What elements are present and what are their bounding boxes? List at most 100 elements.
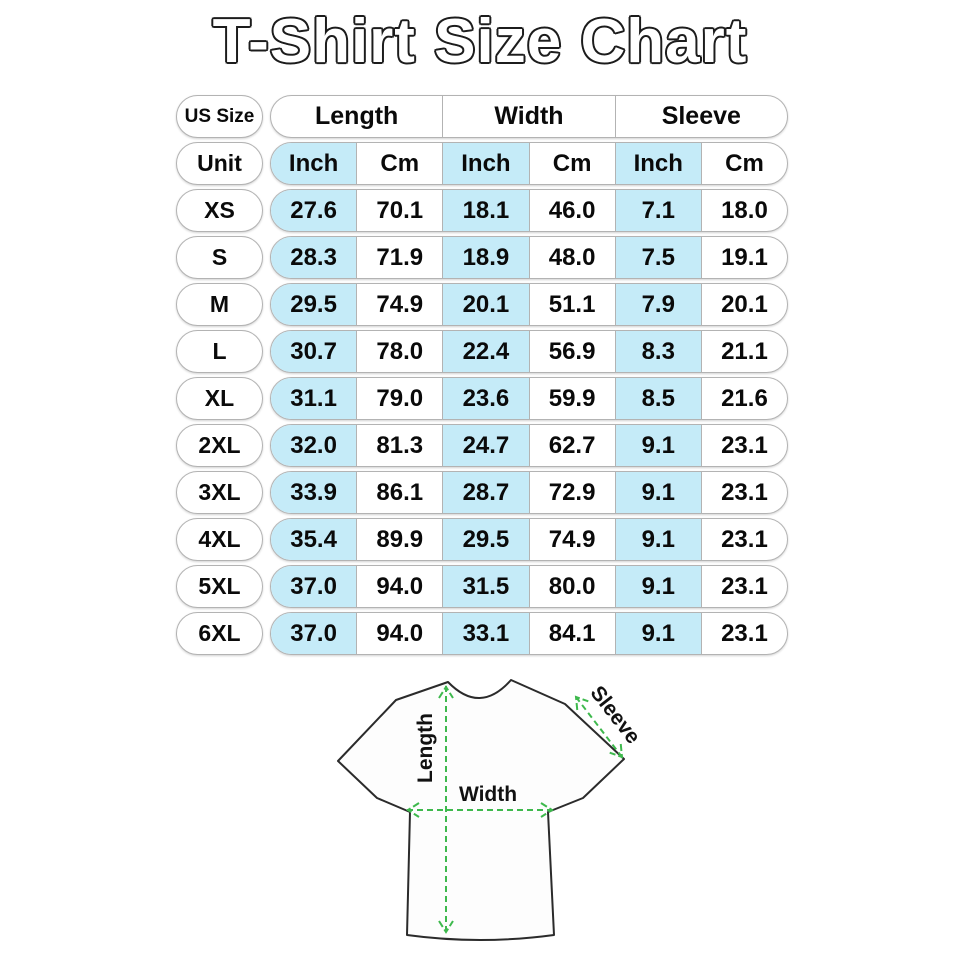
value-cell-width-inch: 18.9 bbox=[443, 237, 530, 278]
table-row: 2XL 32.0 81.3 24.7 62.7 9.1 23.1 bbox=[176, 424, 788, 467]
value-cell-sleeve-inch: 8.3 bbox=[615, 331, 702, 372]
value-cell-width-inch: 20.1 bbox=[443, 284, 530, 325]
value-cell-width-cm: 62.7 bbox=[530, 425, 616, 466]
unit-cell-inch: Inch bbox=[443, 143, 530, 184]
value-cell-length-inch: 37.0 bbox=[271, 613, 358, 654]
size-pill: 5XL bbox=[176, 565, 263, 608]
measurement-pill: 28.3 71.9 18.9 48.0 7.5 19.1 bbox=[270, 236, 788, 279]
value-cell-width-inch: 24.7 bbox=[443, 425, 530, 466]
value-cell-sleeve-inch: 9.1 bbox=[615, 425, 702, 466]
table-row: M 29.5 74.9 20.1 51.1 7.9 20.1 bbox=[176, 283, 788, 326]
value-cell-length-inch: 27.6 bbox=[271, 190, 358, 231]
unit-cell-inch: Inch bbox=[615, 143, 702, 184]
measurement-pill: 29.5 74.9 20.1 51.1 7.9 20.1 bbox=[270, 283, 788, 326]
value-cell-length-cm: 74.9 bbox=[357, 284, 444, 325]
value-cell-sleeve-cm: 21.6 bbox=[721, 384, 768, 412]
value-cell-sleeve-cm: 23.1 bbox=[721, 478, 768, 506]
size-pill: 2XL bbox=[176, 424, 263, 467]
value-cell-sleeve-cm: 21.1 bbox=[721, 337, 768, 365]
value-cell-length-cm: 94.0 bbox=[357, 566, 444, 607]
group-cell-length: Length bbox=[271, 96, 444, 137]
table-row: 3XL 33.9 86.1 28.7 72.9 9.1 23.1 bbox=[176, 471, 788, 514]
size-table-rows: XS 27.6 70.1 18.1 46.0 7.1 18.0 S 28.3 7… bbox=[176, 189, 788, 655]
value-cell-sleeve-cm: 23.1 bbox=[721, 572, 768, 600]
size-pill: S bbox=[176, 236, 263, 279]
value-cell-width-cm: 59.9 bbox=[530, 378, 616, 419]
group-header-row: US Size Length Width Sleeve bbox=[176, 95, 788, 138]
value-cell-width-cm: 72.9 bbox=[530, 472, 616, 513]
value-cell-length-inch: 32.0 bbox=[271, 425, 358, 466]
measurement-pill: 31.1 79.0 23.6 59.9 8.5 21.6 bbox=[270, 377, 788, 420]
table-row: 6XL 37.0 94.0 33.1 84.1 9.1 23.1 bbox=[176, 612, 788, 655]
value-cell-sleeve-inch: 9.1 bbox=[615, 566, 702, 607]
unit-cell-cm: Cm bbox=[530, 143, 616, 184]
width-arrow bbox=[406, 802, 554, 818]
size-chart-table: US Size Length Width Sleeve Unit Inch Cm… bbox=[176, 95, 788, 659]
measurement-pill: 30.7 78.0 22.4 56.9 8.3 21.1 bbox=[270, 330, 788, 373]
value-cell-sleeve-cm: 19.1 bbox=[721, 243, 768, 271]
unit-cell-inch: Inch bbox=[271, 143, 358, 184]
size-pill: L bbox=[176, 330, 263, 373]
value-cell-width-inch: 22.4 bbox=[443, 331, 530, 372]
length-arrow bbox=[438, 685, 454, 934]
unit-header-row: Unit Inch Cm Inch Cm Inch Cm bbox=[176, 142, 788, 185]
value-cell-length-inch: 28.3 bbox=[271, 237, 358, 278]
measurement-pill: 33.9 86.1 28.7 72.9 9.1 23.1 bbox=[270, 471, 788, 514]
table-row: XL 31.1 79.0 23.6 59.9 8.5 21.6 bbox=[176, 377, 788, 420]
value-cell-width-cm: 74.9 bbox=[530, 519, 616, 560]
value-cell-length-cm: 79.0 bbox=[357, 378, 444, 419]
corner-cell-us-size: US Size bbox=[176, 95, 263, 138]
value-cell-width-cm: 84.1 bbox=[530, 613, 616, 654]
value-cell-width-inch: 23.6 bbox=[443, 378, 530, 419]
size-pill: 3XL bbox=[176, 471, 263, 514]
size-pill: M bbox=[176, 283, 263, 326]
page-title: T-Shirt Size Chart bbox=[211, 6, 748, 78]
value-cell-width-cm: 51.1 bbox=[530, 284, 616, 325]
measurement-pill: 32.0 81.3 24.7 62.7 9.1 23.1 bbox=[270, 424, 788, 467]
group-cell-sleeve: Sleeve bbox=[661, 102, 741, 130]
value-cell-length-inch: 35.4 bbox=[271, 519, 358, 560]
value-cell-width-cm: 56.9 bbox=[530, 331, 616, 372]
unit-label-cell: Unit bbox=[176, 142, 263, 185]
value-cell-length-cm: 89.9 bbox=[357, 519, 444, 560]
value-cell-sleeve-cm: 23.1 bbox=[721, 619, 768, 647]
value-cell-width-inch: 33.1 bbox=[443, 613, 530, 654]
group-header-pill: Length Width Sleeve bbox=[270, 95, 788, 138]
value-cell-length-cm: 70.1 bbox=[357, 190, 444, 231]
value-cell-sleeve-cm: 23.1 bbox=[721, 525, 768, 553]
table-row: S 28.3 71.9 18.9 48.0 7.5 19.1 bbox=[176, 236, 788, 279]
tshirt-measurement-diagram: Length Width Sleeve bbox=[337, 679, 640, 941]
value-cell-width-cm: 48.0 bbox=[530, 237, 616, 278]
value-cell-length-inch: 37.0 bbox=[271, 566, 358, 607]
value-cell-width-cm: 46.0 bbox=[530, 190, 616, 231]
value-cell-sleeve-inch: 7.9 bbox=[615, 284, 702, 325]
value-cell-width-cm: 80.0 bbox=[530, 566, 616, 607]
value-cell-sleeve-inch: 9.1 bbox=[615, 519, 702, 560]
group-cell-width: Width bbox=[443, 96, 616, 137]
measurement-pill: 27.6 70.1 18.1 46.0 7.1 18.0 bbox=[270, 189, 788, 232]
table-row: 5XL 37.0 94.0 31.5 80.0 9.1 23.1 bbox=[176, 565, 788, 608]
value-cell-length-cm: 94.0 bbox=[357, 613, 444, 654]
value-cell-length-inch: 31.1 bbox=[271, 378, 358, 419]
value-cell-length-cm: 81.3 bbox=[357, 425, 444, 466]
measurement-pill: 37.0 94.0 31.5 80.0 9.1 23.1 bbox=[270, 565, 788, 608]
value-cell-length-inch: 33.9 bbox=[271, 472, 358, 513]
value-cell-width-inch: 31.5 bbox=[443, 566, 530, 607]
value-cell-sleeve-inch: 9.1 bbox=[615, 613, 702, 654]
size-pill: 6XL bbox=[176, 612, 263, 655]
value-cell-length-cm: 78.0 bbox=[357, 331, 444, 372]
value-cell-sleeve-cm: 18.0 bbox=[721, 196, 768, 224]
unit-cell-cm: Cm bbox=[357, 143, 444, 184]
table-row: L 30.7 78.0 22.4 56.9 8.3 21.1 bbox=[176, 330, 788, 373]
value-cell-sleeve-inch: 9.1 bbox=[615, 472, 702, 513]
value-cell-length-cm: 71.9 bbox=[357, 237, 444, 278]
value-cell-sleeve-cm: 23.1 bbox=[721, 431, 768, 459]
unit-cell-cm: Cm bbox=[725, 149, 764, 177]
value-cell-sleeve-inch: 7.5 bbox=[615, 237, 702, 278]
value-cell-length-inch: 30.7 bbox=[271, 331, 358, 372]
value-cell-width-inch: 28.7 bbox=[443, 472, 530, 513]
value-cell-width-inch: 18.1 bbox=[443, 190, 530, 231]
length-arrow-label: Length bbox=[414, 713, 437, 783]
value-cell-sleeve-inch: 7.1 bbox=[615, 190, 702, 231]
